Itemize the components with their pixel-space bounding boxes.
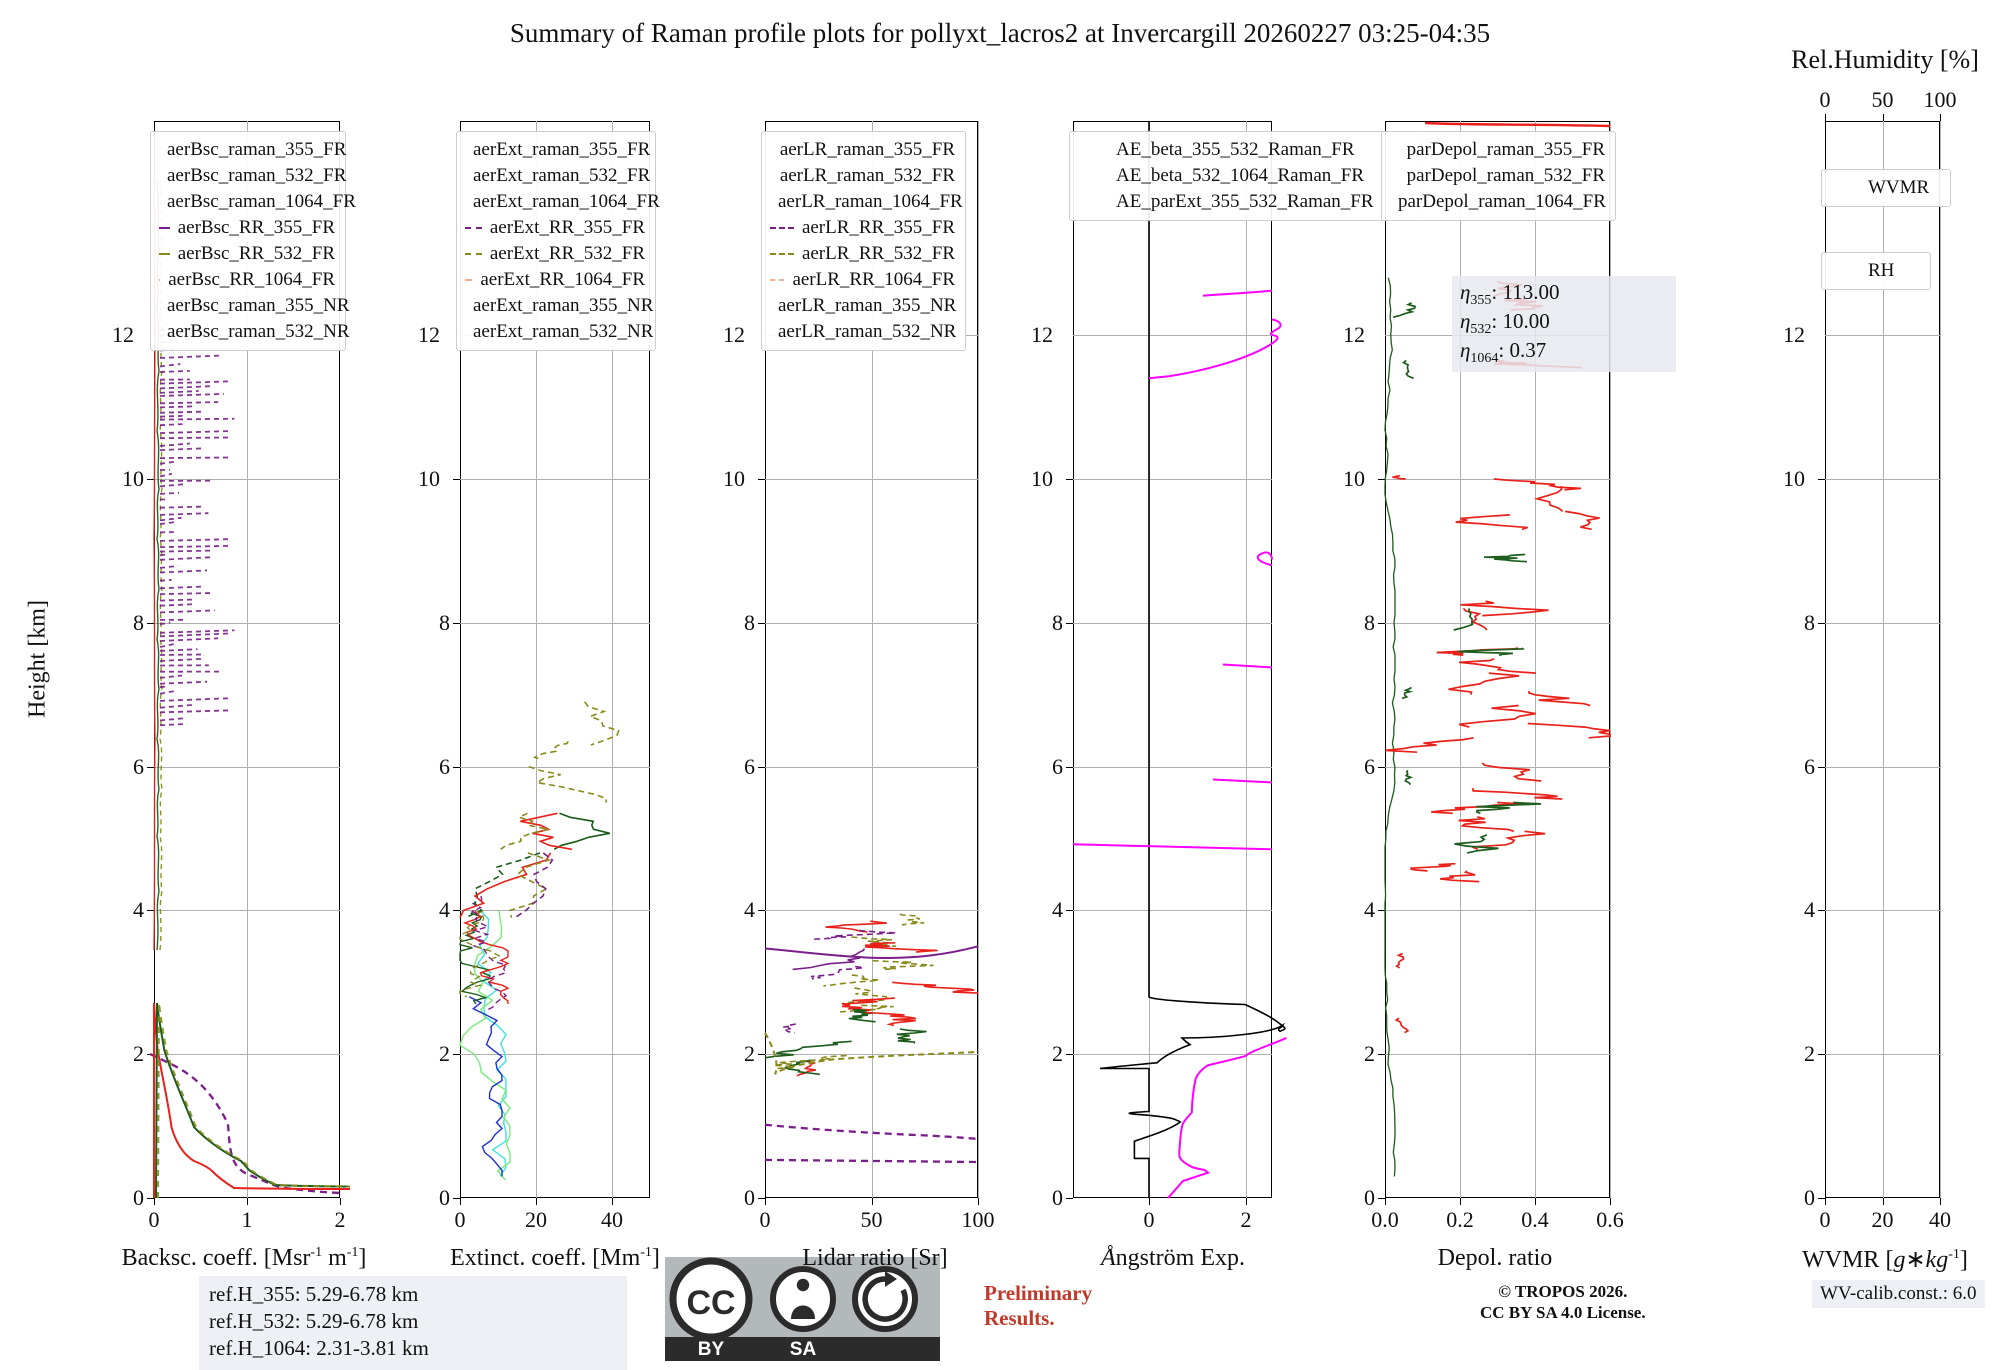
svg-text:CC: CC: [686, 1284, 735, 1322]
svg-text:BY: BY: [698, 1339, 725, 1360]
svg-text:SA: SA: [790, 1339, 817, 1360]
